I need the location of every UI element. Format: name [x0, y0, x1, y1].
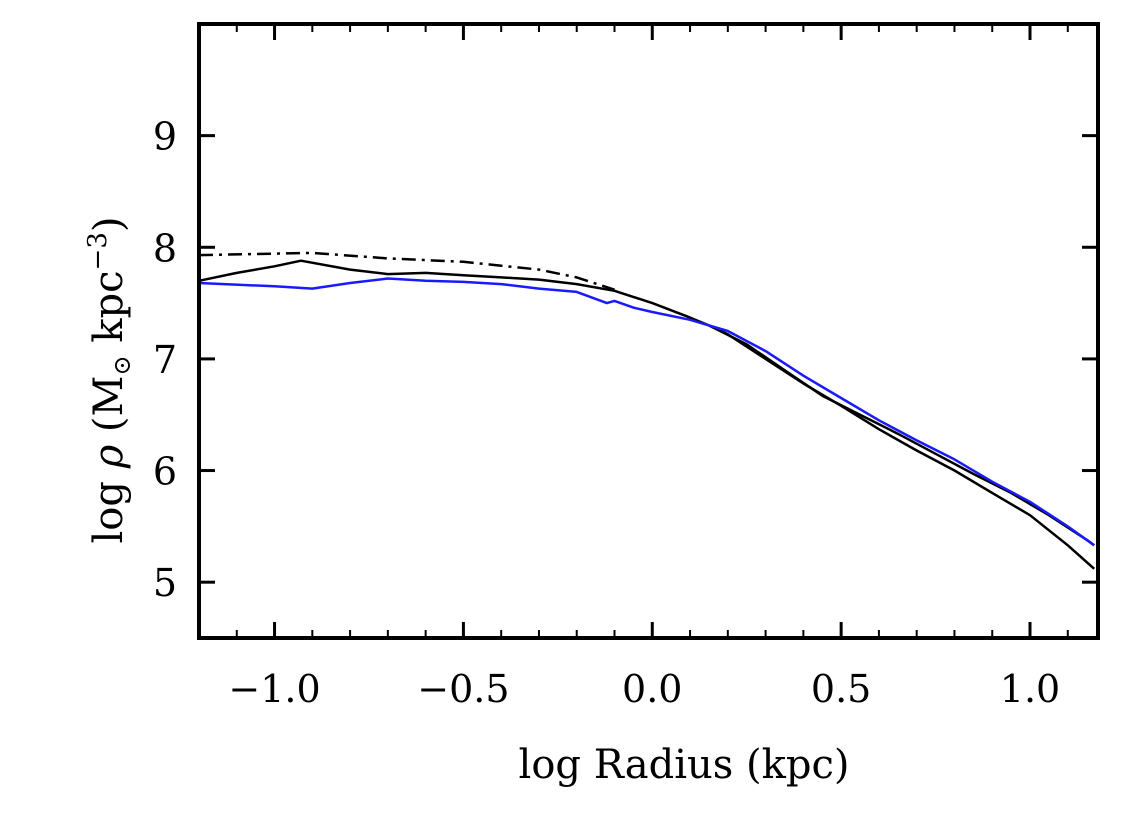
y-axis-label: log ρ (M⊙ kpc−3): [83, 216, 136, 543]
y-tick-label: 8: [153, 226, 177, 270]
plot-frame: [197, 22, 1100, 640]
y-label-rho: ρ: [86, 444, 132, 469]
series-line-1: [198, 251, 615, 291]
x-tick-label: 0.5: [811, 667, 871, 711]
y-label-kpc: kpc: [86, 270, 132, 355]
y-label-prefix: log: [86, 468, 132, 543]
series-line-2: [198, 259, 1096, 570]
y-tick-label: 7: [153, 338, 177, 382]
x-tick-label: −0.5: [417, 667, 509, 711]
y-tick-label: 5: [153, 561, 177, 605]
x-tick-label: −1.0: [228, 667, 320, 711]
y-label-close: ): [86, 216, 132, 232]
tick-layer: −1.0 −0.5 0.0 0.5 1.0 5 6 7 8 9: [153, 24, 1098, 711]
x-tick-label: 1.0: [1000, 667, 1060, 711]
y-tick-label: 6: [153, 450, 177, 494]
y-tick-label: 9: [153, 115, 177, 159]
y-label-open: (M: [86, 376, 132, 445]
series-line-3: [708, 324, 1095, 547]
x-tick-label: 0.0: [622, 667, 682, 711]
y-label-sun-symbol: ⊙: [108, 355, 136, 375]
y-label-exponent: −3: [83, 232, 113, 270]
x-axis-label: log Radius (kpc): [519, 742, 850, 788]
series-layer: [198, 251, 1096, 570]
series-line-4: [198, 277, 1095, 547]
